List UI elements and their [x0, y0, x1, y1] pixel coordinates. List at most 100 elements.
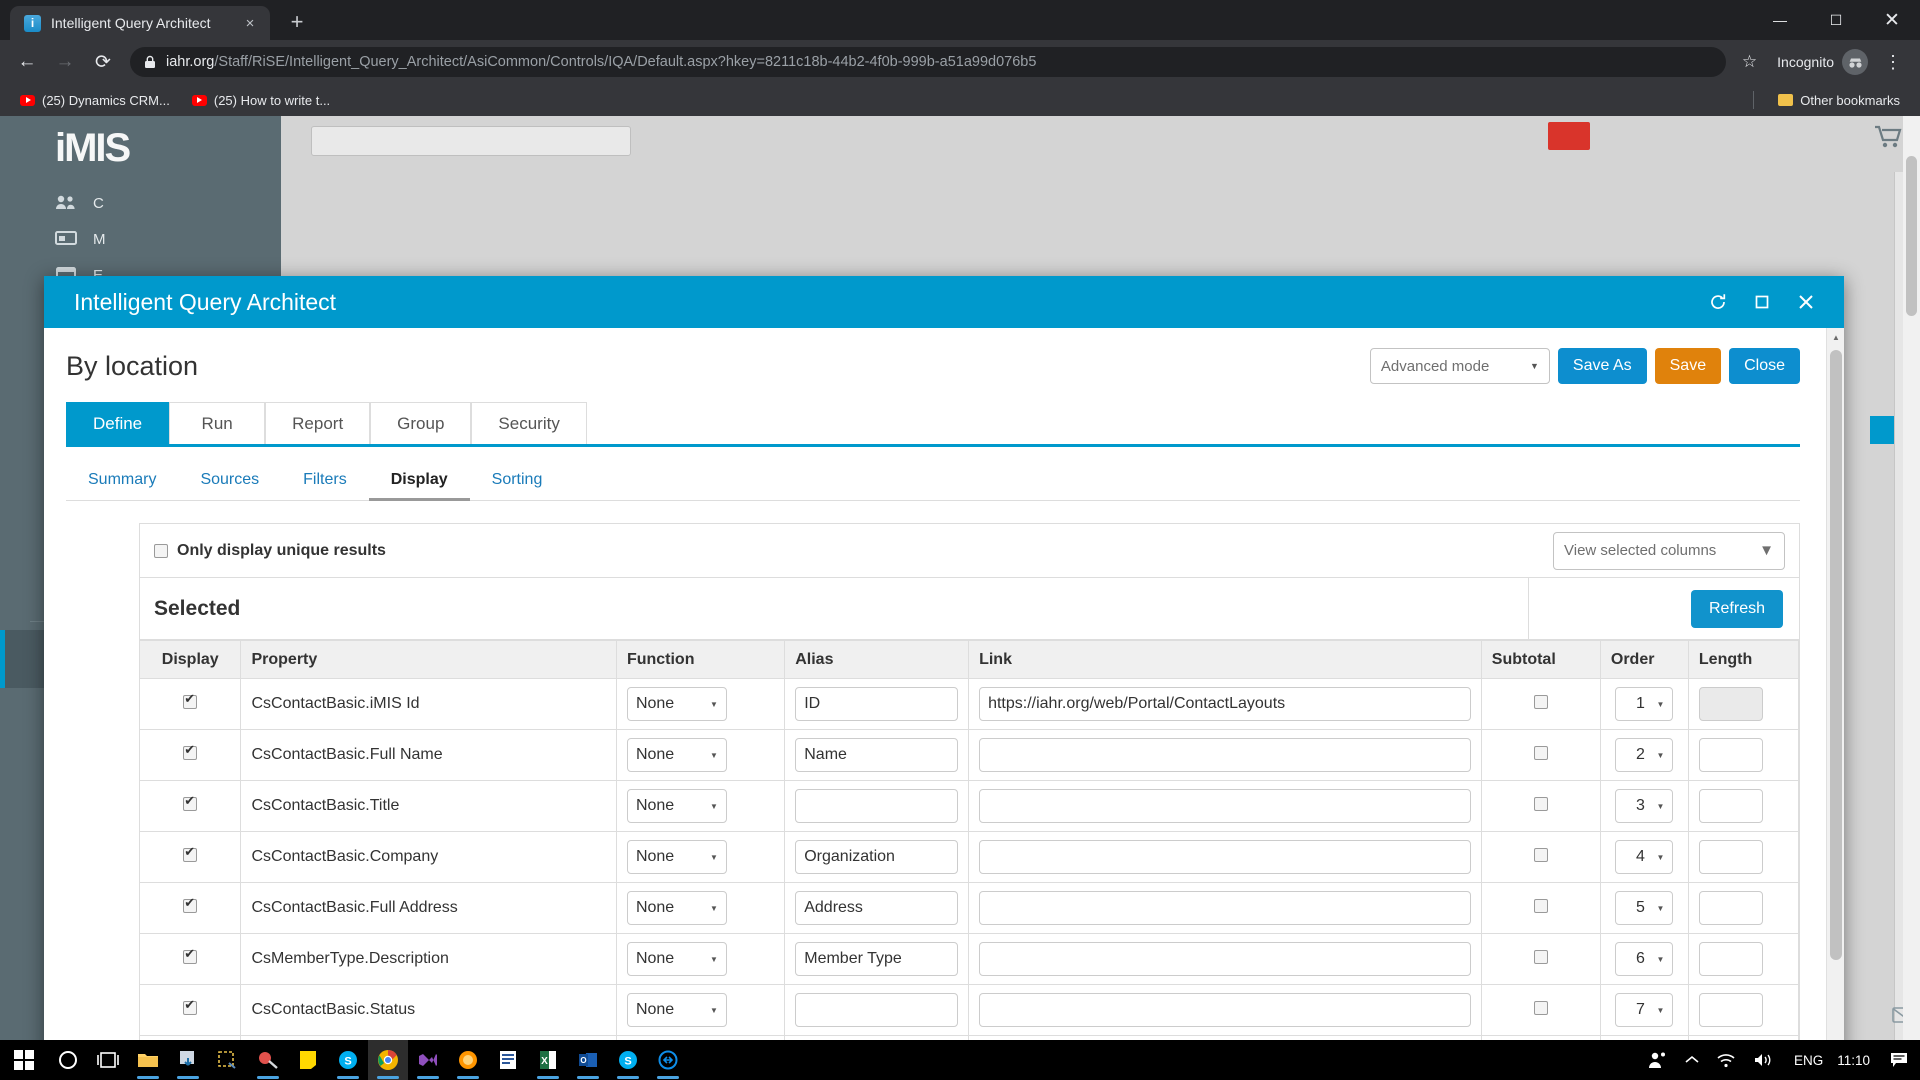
link-input[interactable]	[979, 687, 1471, 721]
function-select[interactable]: None ▼	[626, 993, 727, 1027]
display-checkbox[interactable]	[183, 947, 198, 964]
subtotal-checkbox[interactable]	[1533, 796, 1548, 811]
wifi-icon[interactable]	[1708, 1040, 1744, 1080]
length-input[interactable]	[1698, 738, 1763, 772]
mode-select[interactable]: Advanced mode ▼	[1369, 348, 1550, 384]
length-input[interactable]	[1698, 993, 1763, 1027]
task-view-icon[interactable]	[88, 1040, 128, 1080]
close-icon[interactable]	[1784, 280, 1828, 324]
alias-input[interactable]	[795, 789, 959, 823]
maximize-icon[interactable]	[1740, 280, 1784, 324]
length-input[interactable]	[1698, 891, 1763, 925]
sidebar-item-community[interactable]: C	[0, 185, 281, 221]
imis-search-input[interactable]	[311, 126, 631, 156]
page-scrollbar-thumb[interactable]	[1906, 156, 1917, 316]
browser-tab[interactable]: i Intelligent Query Architect ×	[10, 6, 270, 40]
display-checkbox[interactable]	[183, 743, 198, 760]
action-center-icon[interactable]	[1882, 1040, 1916, 1080]
imis-cart-icon[interactable]	[1874, 124, 1902, 157]
visual-studio-icon[interactable]	[408, 1040, 448, 1080]
length-input[interactable]	[1698, 942, 1763, 976]
function-select[interactable]: None ▼	[626, 687, 727, 721]
bookmark-star-icon[interactable]: ☆	[1741, 52, 1758, 71]
tab-group[interactable]: Group	[370, 402, 472, 444]
skype-icon[interactable]: S	[328, 1040, 368, 1080]
close-window-button[interactable]: ✕	[1884, 9, 1900, 31]
link-input[interactable]	[979, 738, 1471, 772]
length-input[interactable]	[1698, 687, 1763, 721]
excel-icon[interactable]: X	[528, 1040, 568, 1080]
download-manager-icon[interactable]	[168, 1040, 208, 1080]
link-input[interactable]	[979, 993, 1471, 1027]
alias-input[interactable]	[795, 738, 959, 772]
subtotal-checkbox[interactable]	[1533, 1000, 1548, 1015]
unique-results-checkbox[interactable]	[154, 543, 168, 558]
minimize-button[interactable]: —	[1773, 12, 1787, 28]
display-checkbox[interactable]	[183, 692, 198, 709]
close-button[interactable]: Close	[1729, 348, 1800, 384]
length-input[interactable]	[1698, 840, 1763, 874]
browser-menu-icon[interactable]: ⋮	[1884, 51, 1902, 72]
subtab-sources[interactable]: Sources	[200, 470, 260, 488]
function-select[interactable]: None ▼	[626, 891, 727, 925]
people-icon[interactable]	[1638, 1040, 1676, 1080]
order-select[interactable]: 4 ▼	[1615, 840, 1674, 874]
alias-input[interactable]	[795, 942, 959, 976]
subtotal-checkbox[interactable]	[1533, 898, 1548, 913]
order-select[interactable]: 7 ▼	[1615, 993, 1674, 1027]
other-bookmarks-button[interactable]: Other bookmarks	[1770, 90, 1908, 111]
order-select[interactable]: 1 ▼	[1615, 687, 1674, 721]
subtotal-checkbox[interactable]	[1533, 847, 1548, 862]
back-button[interactable]: ←	[17, 51, 37, 72]
subtotal-checkbox[interactable]	[1533, 745, 1548, 760]
refresh-icon[interactable]	[1696, 280, 1740, 324]
refresh-button[interactable]: Refresh	[1690, 589, 1783, 628]
link-input[interactable]	[979, 891, 1471, 925]
tab-close-icon[interactable]: ×	[245, 14, 255, 32]
teamviewer-icon[interactable]	[648, 1040, 688, 1080]
bookmark-item[interactable]: (25) Dynamics CRM...	[12, 90, 178, 111]
paint-icon[interactable]	[248, 1040, 288, 1080]
tab-security[interactable]: Security	[471, 402, 587, 444]
maximize-button[interactable]: ☐	[1829, 11, 1843, 28]
subtab-sorting[interactable]: Sorting	[491, 470, 543, 488]
function-select[interactable]: None ▼	[626, 789, 727, 823]
tab-run[interactable]: Run	[169, 402, 266, 444]
subtotal-checkbox[interactable]	[1533, 949, 1548, 964]
page-scrollbar[interactable]	[1903, 116, 1920, 1040]
bookmark-item[interactable]: (25) How to write t...	[184, 90, 338, 111]
new-tab-button[interactable]: +	[290, 9, 304, 34]
chrome-icon[interactable]	[368, 1040, 408, 1080]
save-as-button[interactable]: Save As	[1557, 348, 1647, 384]
tab-report[interactable]: Report	[265, 402, 371, 444]
firefox-icon[interactable]	[448, 1040, 488, 1080]
function-select[interactable]: None ▼	[626, 942, 727, 976]
link-input[interactable]	[979, 942, 1471, 976]
subtab-display[interactable]: Display	[368, 461, 470, 501]
link-input[interactable]	[979, 789, 1471, 823]
incognito-indicator[interactable]: Incognito	[1767, 49, 1872, 75]
order-select[interactable]: 6 ▼	[1615, 942, 1674, 976]
link-input[interactable]	[979, 840, 1471, 874]
outlook-icon[interactable]: O	[568, 1040, 608, 1080]
file-explorer-icon[interactable]	[128, 1040, 168, 1080]
skype-business-icon[interactable]: S	[608, 1040, 648, 1080]
alias-input[interactable]	[795, 840, 959, 874]
function-select[interactable]: None ▼	[626, 840, 727, 874]
view-columns-select[interactable]: View selected columns ▼	[1553, 531, 1785, 570]
subtab-summary[interactable]: Summary	[88, 470, 157, 488]
address-bar[interactable]: iahr.org/Staff/RiSE/Intelligent_Query_Ar…	[130, 47, 1726, 77]
display-checkbox[interactable]	[183, 845, 198, 862]
length-input[interactable]	[1698, 789, 1763, 823]
alias-input[interactable]	[795, 993, 959, 1027]
modal-scrollbar-thumb[interactable]	[1830, 350, 1842, 960]
start-button[interactable]	[0, 1040, 48, 1080]
volume-icon[interactable]	[1744, 1040, 1782, 1080]
display-checkbox[interactable]	[183, 896, 198, 913]
modal-scrollbar[interactable]: ▲ ▼	[1826, 328, 1844, 1040]
order-select[interactable]: 2 ▼	[1615, 738, 1674, 772]
cortana-icon[interactable]	[48, 1040, 88, 1080]
reload-button[interactable]: ⟳	[95, 51, 111, 73]
display-checkbox[interactable]	[183, 794, 198, 811]
display-checkbox[interactable]	[183, 998, 198, 1015]
